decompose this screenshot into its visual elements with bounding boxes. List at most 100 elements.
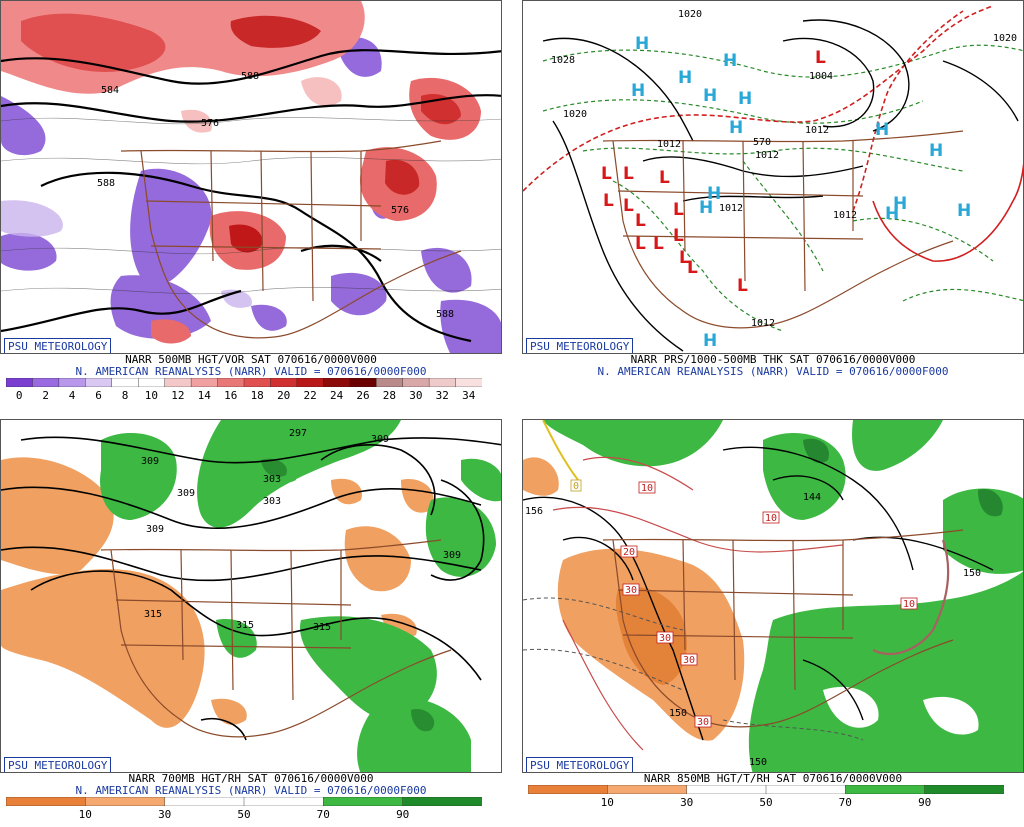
contour-label: 1020 — [563, 109, 587, 120]
colorbar-tick-label: 6 — [95, 389, 102, 402]
temperature-label: 0 — [573, 481, 579, 492]
high-pressure-marker: H — [957, 201, 971, 221]
colorbar-swatch — [138, 378, 166, 387]
colorbar-swatch — [6, 378, 34, 387]
low-pressure-marker: L — [659, 168, 670, 188]
colorbar-swatch — [349, 378, 377, 387]
colorbar-swatches — [528, 785, 1004, 794]
colorbar-swatch — [323, 378, 351, 387]
low-vorticity-shading — [1, 37, 501, 353]
contour-label: 1012 — [657, 139, 681, 150]
colorbar-tick-label: 70 — [838, 796, 852, 809]
panel-title: NARR 700MB HGT/RH SAT 070616/0000V000 — [128, 772, 374, 785]
colorbar-tick-label: 2 — [42, 389, 49, 402]
colorbar-swatch — [217, 378, 245, 387]
colorbar-tick-label: 30 — [158, 808, 172, 821]
colorbar-swatch — [686, 785, 767, 794]
panel-title: NARR PRS/1000-500MB THK SAT 070616/0000V… — [630, 353, 916, 366]
colorbar-ticks: 10 30 50 70 90 — [6, 808, 482, 821]
contour-label: 156 — [525, 506, 543, 517]
contour-label: 315 — [144, 609, 162, 620]
high-pressure-marker: H — [893, 194, 907, 214]
contour-label: 1012 — [755, 150, 779, 161]
high-pressure-marker: H — [729, 118, 743, 138]
colorbar-swatch — [270, 378, 298, 387]
low-pressure-marker: L — [623, 164, 634, 184]
colorbar-tick-label: 30 — [409, 389, 423, 402]
contour-label: 303 — [263, 474, 281, 485]
psu-meteorology-badge: PSU METEOROLOGY — [526, 338, 634, 353]
psu-meteorology-badge: PSU METEOROLOGY — [526, 757, 634, 772]
colorbar-swatch — [85, 797, 166, 806]
panel-subtitle: N. AMERICAN REANALYSIS (NARR) VALID = 07… — [75, 784, 427, 797]
colorbar-tick-label: 10 — [144, 389, 159, 402]
colorbar — [528, 785, 1004, 794]
colorbar-tick-label: 90 — [396, 808, 410, 821]
colorbar-tick-label: 18 — [250, 389, 264, 402]
moist-shading — [100, 420, 501, 772]
political-borders — [120, 140, 462, 339]
colorbar-swatches — [6, 378, 482, 387]
contour-label: 588 — [97, 178, 115, 189]
low-pressure-marker: L — [603, 191, 614, 211]
map-pressure-thickness: H H H H H H H H H H H H H H H L L L — [522, 0, 1024, 354]
map-pressure-thickness-graphic: H H H H H H H H H H H H H H H L L L — [523, 1, 1023, 353]
contour-label: 150 — [963, 568, 981, 579]
colorbar-tick-label: 50 — [759, 796, 773, 809]
contour-label: 297 — [289, 428, 307, 439]
contour-label: 1012 — [805, 125, 829, 136]
high-pressure-marker: H — [723, 51, 737, 71]
panel-title: NARR 500MB HGT/VOR SAT 070616/0000V000 — [125, 353, 377, 366]
map-500mb-vorticity: 584 576 588 588 576 588 PSU METEOROLOGY — [0, 0, 502, 354]
colorbar-swatch — [376, 378, 404, 387]
colorbar-tick-label: 16 — [224, 389, 238, 402]
colorbar-swatch — [607, 785, 688, 794]
colorbar-swatch — [924, 785, 1004, 794]
colorbar-swatch — [845, 785, 926, 794]
colorbar-swatch — [111, 378, 139, 387]
colorbar-tick-label: 8 — [121, 389, 129, 402]
map-850mb-t-rh-graphic: 10 10 20 30 30 30 30 10 0 150 150 — [523, 420, 1023, 772]
panel-title: NARR 850MB HGT/T/RH SAT 070616/0000V000 — [643, 772, 903, 785]
low-pressure-marker: L — [679, 248, 690, 268]
contour-label: 303 — [263, 496, 281, 507]
colorbar-tick-label: 0 — [15, 389, 23, 402]
contour-label: 1012 — [719, 203, 743, 214]
colorbar-swatch — [402, 797, 482, 806]
contour-label: 309 — [371, 434, 389, 445]
high-pressure-marker: H — [703, 86, 717, 106]
contour-label: 309 — [141, 456, 159, 467]
colorbar-ticks: 0 2 4 6 8 10 12 14 16 18 20 22 24 26 28 30 32 34 — [6, 389, 482, 402]
contour-label: 144 — [803, 492, 821, 503]
map-850mb-t-rh: 10 10 20 30 30 30 30 10 0 150 150 — [522, 419, 1024, 773]
political-borders — [100, 539, 452, 738]
colorbar-tick-label: 24 — [329, 389, 344, 402]
psu-meteorology-badge: PSU METEOROLOGY — [4, 338, 112, 353]
colorbar-tick-label: 22 — [303, 389, 317, 402]
contour-label: 1020 — [678, 9, 702, 20]
temperature-label: 30 — [625, 585, 637, 596]
temperature-label: 10 — [903, 599, 915, 610]
colorbar-tick-label: 30 — [680, 796, 694, 809]
high-pressure-marker: H — [699, 198, 713, 218]
colorbar-swatch — [6, 797, 87, 806]
contour-label: 150 — [749, 757, 767, 768]
contour-label: 1012 — [751, 318, 775, 329]
temperature-label: 30 — [659, 633, 671, 644]
high-pressure-marker: H — [885, 204, 899, 224]
colorbar-tick-label: 20 — [277, 389, 291, 402]
temperature-label: 20 — [623, 547, 635, 558]
colorbar-swatch — [323, 797, 404, 806]
high-pressure-marker: H — [875, 120, 889, 140]
colorbar-swatch — [190, 378, 219, 387]
high-pressure-marker: H — [707, 184, 721, 204]
contour-label: 1028 — [551, 55, 575, 66]
temperature-label: 10 — [641, 483, 653, 494]
low-pressure-marker: L — [673, 200, 684, 220]
panel-subtitle: N. AMERICAN REANALYSIS (NARR) VALID = 07… — [75, 365, 427, 378]
map-700mb-rh-graphic: 297 309 309 309 303 309 309 315 315 315 … — [1, 420, 501, 772]
colorbar-tick-label: 32 — [435, 389, 449, 402]
contour-label: 588 — [436, 309, 454, 320]
map-700mb-rh: 297 309 309 309 303 309 309 315 315 315 … — [0, 419, 502, 773]
panel-850mb-t-rh: 10 10 20 30 30 30 30 10 0 150 150 — [522, 419, 1024, 827]
